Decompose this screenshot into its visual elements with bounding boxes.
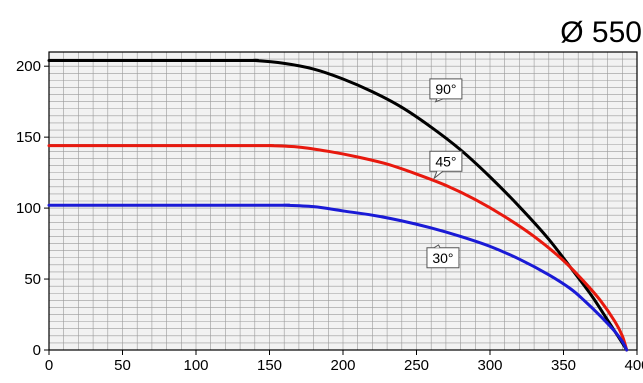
series-line <box>47 144 629 352</box>
axis-ticks: 0 50 100 150 200 250 300 350 400 0 50 100 150 200 <box>16 58 643 374</box>
series-line <box>47 203 629 352</box>
callout-pointer <box>432 170 444 180</box>
series-lines <box>47 58 629 352</box>
series-callout: 90° <box>429 78 463 103</box>
chart-title: Ø 550 <box>560 16 642 49</box>
x-tick-label: 350 <box>551 357 576 374</box>
y-tick-label: 0 <box>33 342 41 359</box>
x-tick-label: 0 <box>45 357 53 374</box>
x-tick-label: 50 <box>114 357 131 374</box>
x-tick-label: 300 <box>477 357 502 374</box>
annotations: 90° 45° 30° <box>426 78 463 269</box>
x-tick-label: 400 <box>624 357 643 374</box>
callout-pointer <box>434 98 444 103</box>
series-callout: 45° <box>429 150 463 180</box>
y-tick-label: 200 <box>16 58 41 75</box>
callout-label: 45° <box>435 153 456 169</box>
callout-label: 90° <box>435 81 456 97</box>
series-line <box>47 58 629 352</box>
callout-label: 30° <box>432 250 453 266</box>
callout-box <box>426 247 460 269</box>
callout-box <box>429 150 463 172</box>
grid <box>49 52 637 350</box>
y-tick-label: 150 <box>16 129 41 146</box>
callout-box <box>429 78 463 100</box>
x-tick-label: 150 <box>257 357 282 374</box>
x-tick-label: 200 <box>330 357 355 374</box>
series-callout: 30° <box>426 244 460 269</box>
y-tick-label: 100 <box>16 200 41 217</box>
x-tick-label: 250 <box>404 357 429 374</box>
callout-pointer <box>433 244 441 249</box>
x-tick-label: 100 <box>183 357 208 374</box>
y-tick-label: 50 <box>24 271 41 288</box>
